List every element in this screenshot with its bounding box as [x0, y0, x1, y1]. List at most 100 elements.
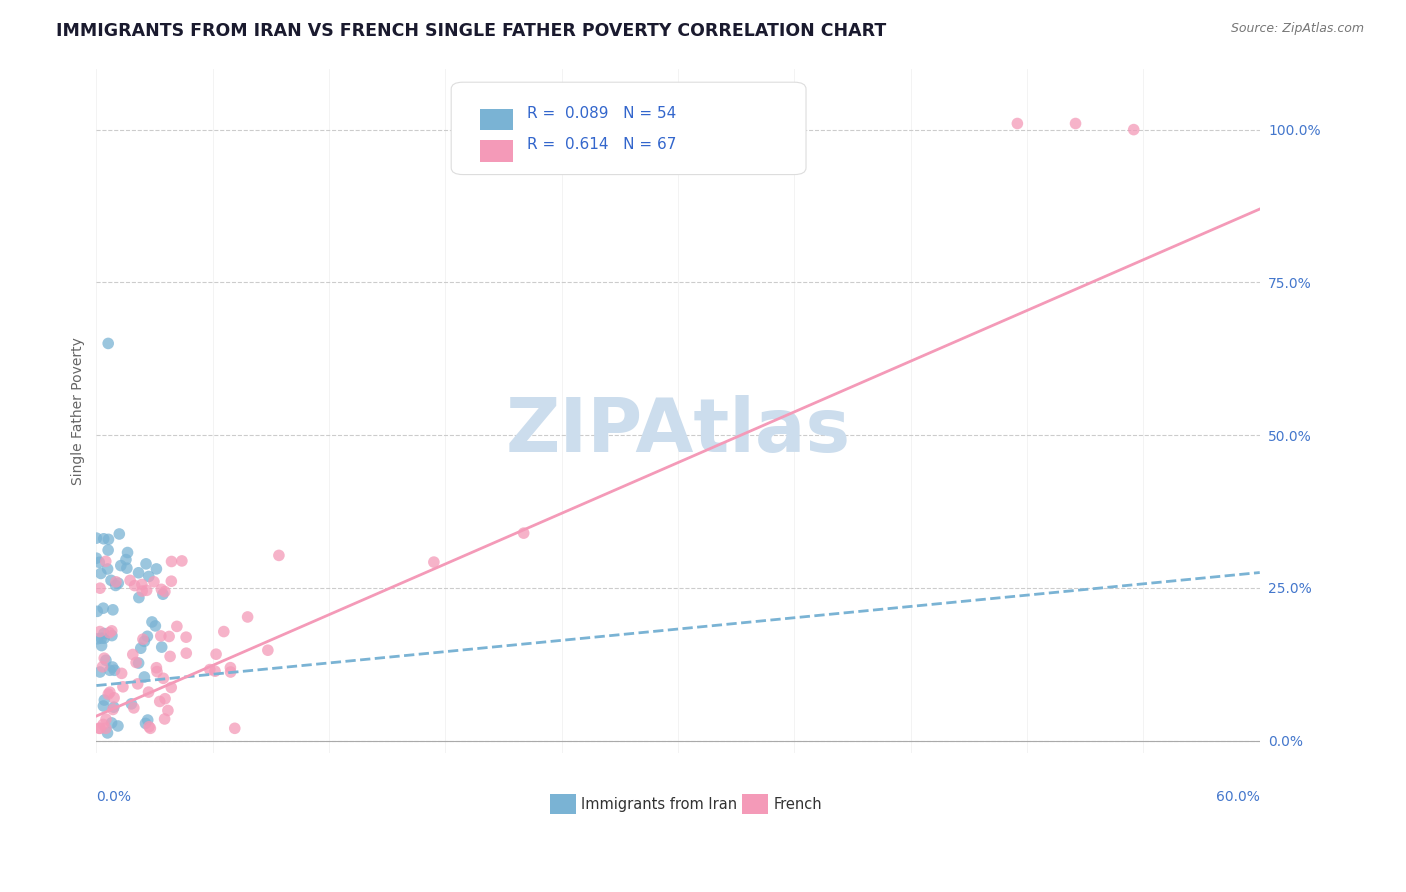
Text: Immigrants from Iran: Immigrants from Iran — [582, 797, 738, 812]
Point — [120, 697, 142, 711]
Point — [86, 604, 108, 618]
Point — [93, 631, 115, 645]
Point — [93, 651, 115, 665]
Point — [90, 639, 112, 653]
Point — [423, 555, 446, 569]
Point — [111, 680, 134, 694]
Text: Source: ZipAtlas.com: Source: ZipAtlas.com — [1230, 22, 1364, 36]
Point — [159, 649, 181, 664]
Point — [153, 712, 176, 726]
Point — [93, 698, 115, 713]
Point — [128, 566, 150, 580]
Point — [122, 701, 145, 715]
Point — [257, 643, 280, 657]
Point — [90, 632, 112, 646]
Text: 60.0%: 60.0% — [1216, 790, 1260, 805]
Point — [86, 551, 108, 566]
Point — [160, 554, 183, 568]
Point — [153, 584, 176, 599]
Point — [93, 532, 115, 546]
Point — [89, 721, 111, 735]
Point — [236, 610, 259, 624]
Point — [103, 663, 125, 677]
Point — [97, 687, 120, 701]
FancyBboxPatch shape — [481, 109, 513, 130]
Point — [156, 703, 179, 717]
Point — [131, 577, 153, 591]
Point — [1064, 116, 1087, 130]
Point — [115, 561, 138, 575]
Point — [136, 629, 159, 643]
Point — [107, 719, 129, 733]
Point — [101, 660, 124, 674]
Point — [121, 648, 143, 662]
Point — [91, 717, 114, 731]
Point — [111, 666, 134, 681]
Point — [139, 721, 162, 735]
Point — [120, 574, 142, 588]
Point — [98, 625, 121, 640]
Point — [94, 653, 117, 667]
Point — [101, 629, 124, 643]
Point — [107, 576, 129, 591]
Point — [145, 562, 167, 576]
Point — [224, 721, 246, 735]
Text: French: French — [773, 797, 823, 812]
Point — [97, 533, 120, 547]
Point — [170, 554, 193, 568]
Point — [145, 661, 167, 675]
Point — [212, 624, 235, 639]
Point — [86, 632, 108, 646]
Point — [149, 629, 172, 643]
Point — [138, 569, 160, 583]
FancyBboxPatch shape — [742, 794, 768, 814]
Point — [219, 660, 242, 674]
Point — [135, 557, 157, 571]
Point — [125, 656, 148, 670]
Text: 0.0%: 0.0% — [97, 790, 131, 805]
Point — [141, 615, 163, 629]
Point — [160, 681, 183, 695]
Point — [205, 647, 228, 661]
Point — [86, 531, 108, 545]
Text: R =  0.089   N = 54: R = 0.089 N = 54 — [527, 105, 676, 120]
Point — [160, 574, 183, 589]
Point — [89, 555, 111, 569]
Point — [204, 664, 226, 678]
Point — [100, 715, 122, 730]
Point — [97, 543, 120, 558]
Point — [94, 554, 117, 568]
Point — [89, 624, 111, 639]
Point — [152, 671, 174, 685]
Point — [101, 702, 124, 716]
Point — [1122, 122, 1144, 136]
Point — [91, 660, 114, 674]
Point — [134, 670, 156, 684]
Point — [98, 663, 121, 677]
Point — [174, 630, 197, 644]
Point — [166, 619, 188, 633]
Point — [136, 713, 159, 727]
Point — [117, 545, 139, 559]
Point — [134, 716, 156, 731]
Point — [174, 646, 197, 660]
Point — [198, 663, 221, 677]
FancyBboxPatch shape — [451, 82, 806, 175]
Point — [98, 685, 121, 699]
Point — [152, 587, 174, 601]
Point — [104, 578, 127, 592]
Point — [104, 574, 127, 589]
Point — [103, 690, 125, 705]
Point — [267, 549, 290, 563]
Point — [149, 694, 172, 708]
Point — [150, 640, 173, 654]
FancyBboxPatch shape — [550, 794, 575, 814]
Point — [138, 720, 160, 734]
Point — [128, 591, 150, 605]
Point — [134, 634, 156, 648]
Point — [103, 700, 125, 714]
Point — [131, 584, 153, 599]
Point — [138, 685, 160, 699]
Point — [157, 630, 180, 644]
Text: ZIPAtlas: ZIPAtlas — [506, 394, 851, 467]
